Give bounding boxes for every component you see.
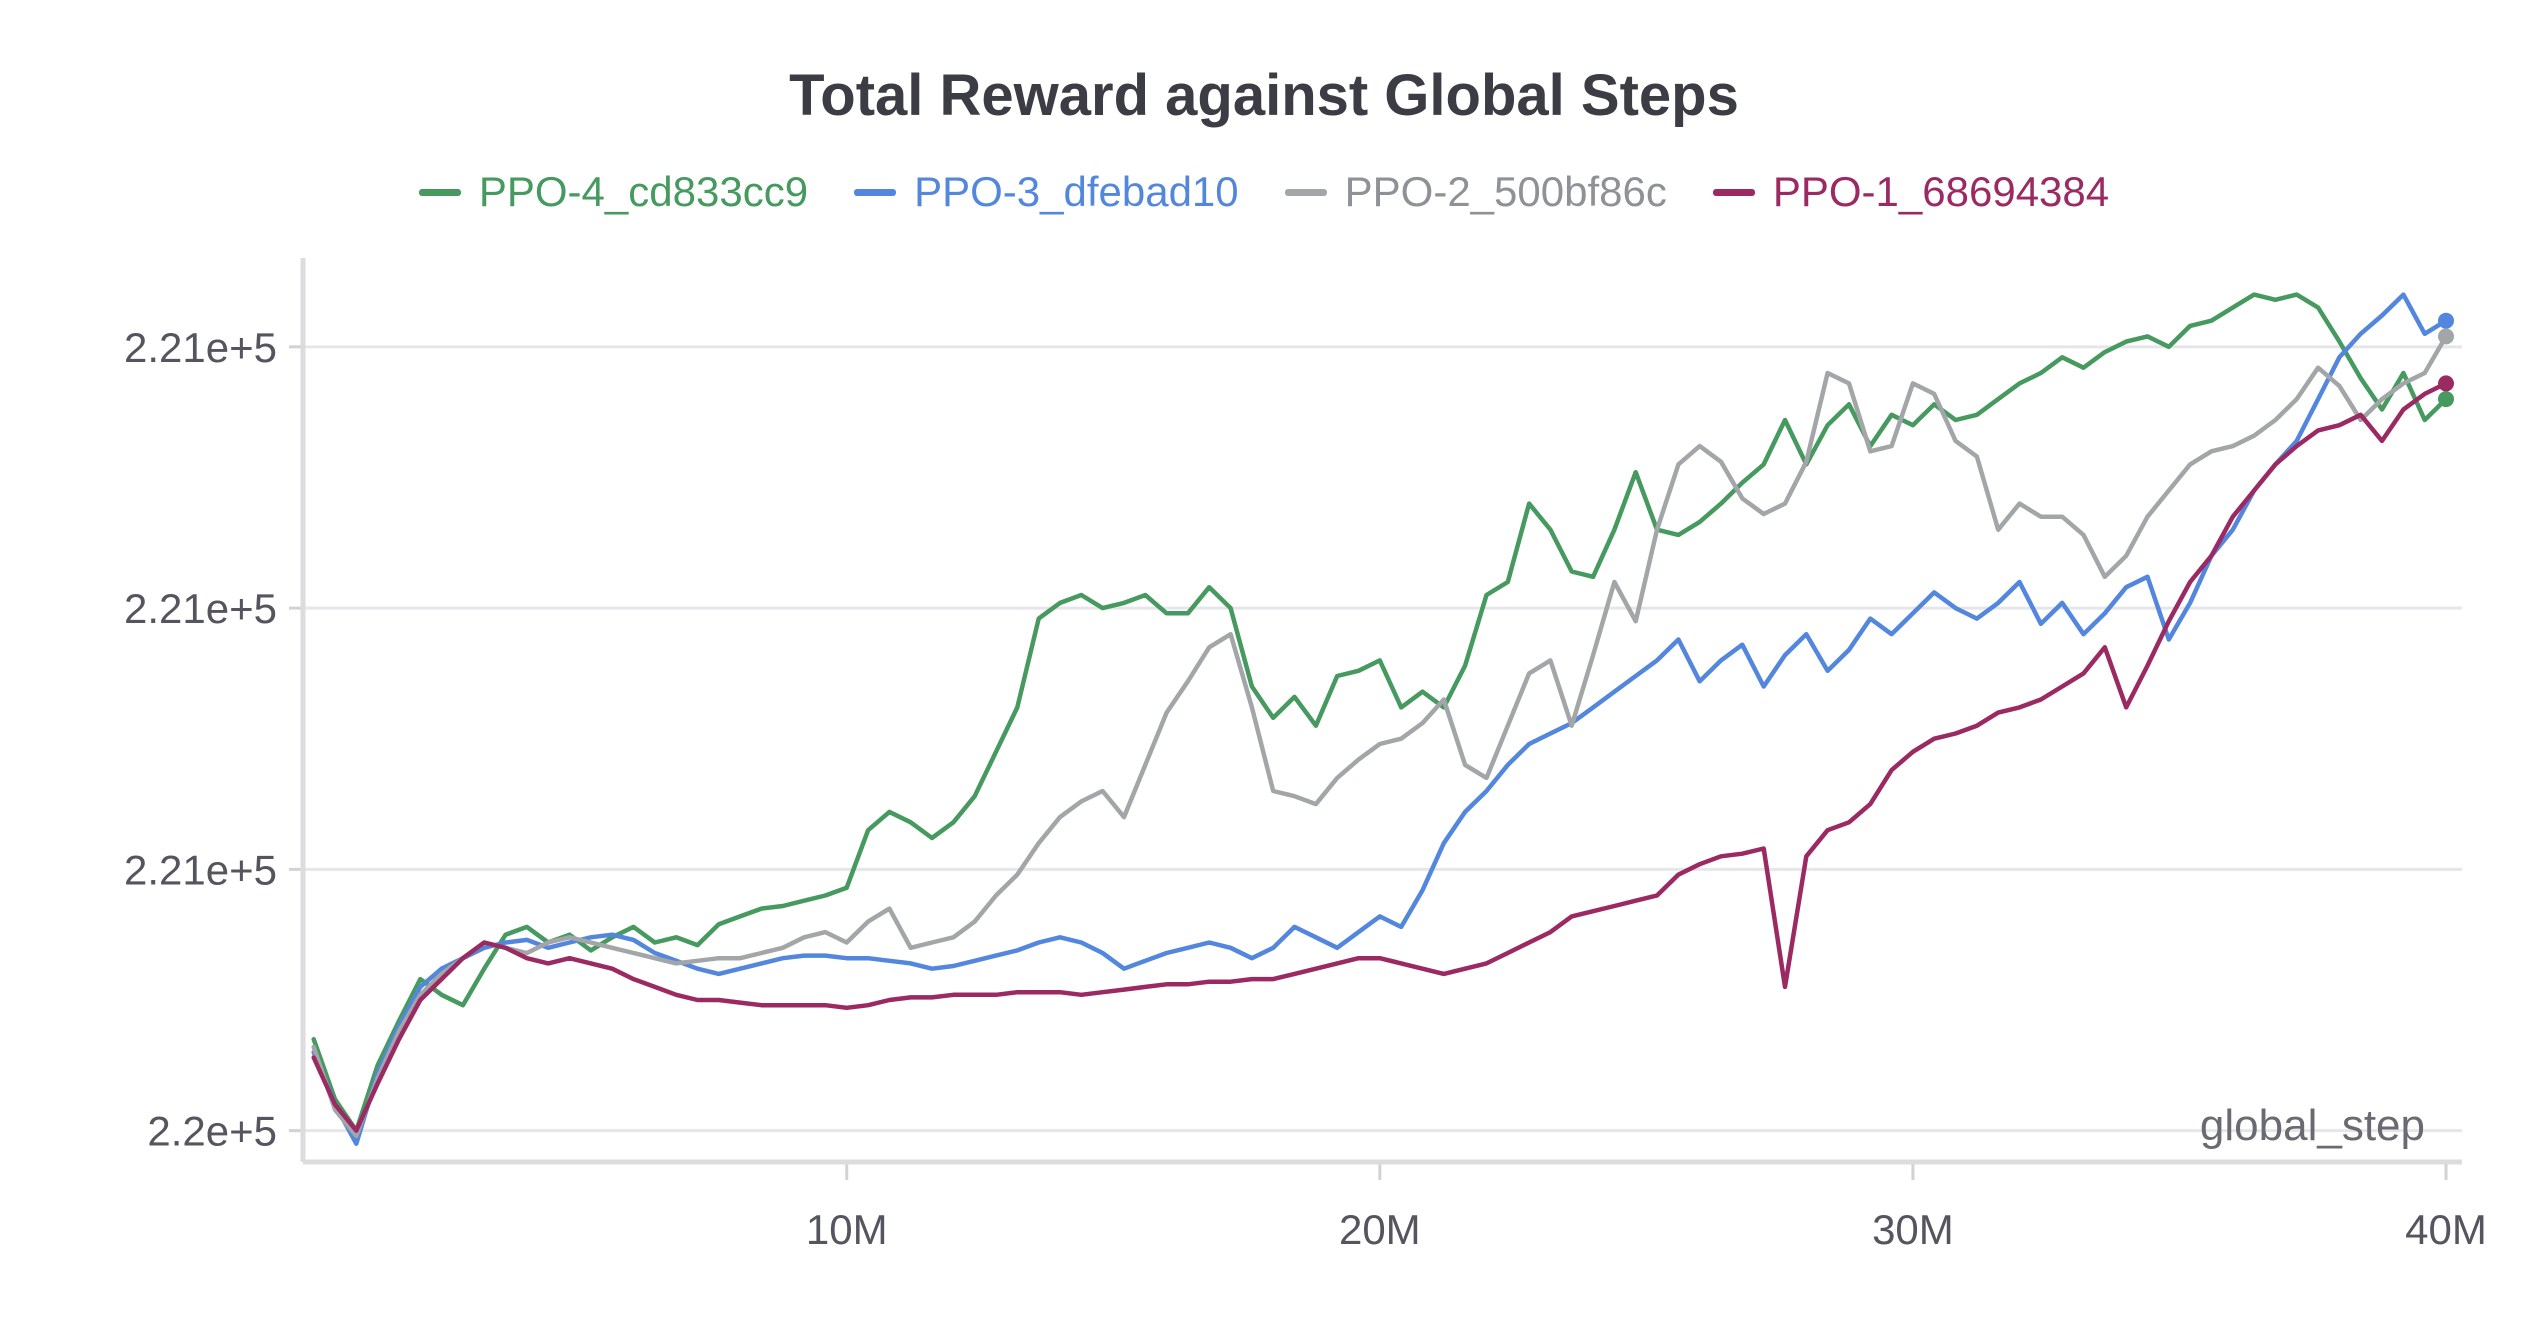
legend-swatch-ppo-1 xyxy=(1712,188,1755,196)
y-tick-label: 2.21e+5 xyxy=(124,846,277,893)
legend-item-ppo-2[interactable]: PPO-2_500bf86c xyxy=(1284,168,1667,216)
series-lines xyxy=(311,292,2455,1146)
legend-item-ppo-3[interactable]: PPO-3_dfebad10 xyxy=(854,168,1239,216)
x-tick-label: 20M xyxy=(1339,1206,1421,1253)
legend-swatch-ppo-3 xyxy=(854,188,897,196)
series-endpoint-PPO-1_68694384 xyxy=(2438,375,2455,392)
x-tick-label: 10M xyxy=(806,1206,888,1253)
series-endpoint-PPO-3_dfebad10 xyxy=(2438,312,2455,329)
legend-label-ppo-3: PPO-3_dfebad10 xyxy=(914,168,1239,215)
legend-swatch-ppo-4 xyxy=(418,188,461,196)
grid xyxy=(303,345,2462,1133)
legend-label-ppo-4: PPO-4_cd833cc9 xyxy=(478,168,809,215)
series-line-PPO-4_cd833cc9 xyxy=(311,292,2449,1133)
series-line-PPO-1_68694384 xyxy=(311,381,2449,1133)
x-axis-label: global_step xyxy=(2200,1101,2425,1150)
x-tick-label: 30M xyxy=(1872,1206,1954,1253)
x-tick-label: 40M xyxy=(2405,1206,2487,1253)
series-endpoint-PPO-4_cd833cc9 xyxy=(2438,391,2455,408)
legend-label-ppo-2: PPO-2_500bf86c xyxy=(1344,168,1667,215)
y-tick-label: 2.21e+5 xyxy=(124,324,277,371)
series-endpoint-PPO-2_500bf86c xyxy=(2438,328,2455,345)
legend-swatch-ppo-2 xyxy=(1284,188,1327,196)
legend-item-ppo-1[interactable]: PPO-1_68694384 xyxy=(1712,168,2110,216)
legend-label-ppo-1: PPO-1_68694384 xyxy=(1772,168,2110,215)
y-tick-label: 2.21e+5 xyxy=(124,585,277,632)
legend-item-ppo-4[interactable]: PPO-4_cd833cc9 xyxy=(418,168,809,216)
y-tick-label: 2.2e+5 xyxy=(147,1108,277,1155)
chart-title: Total Reward against Global Steps xyxy=(789,63,1739,128)
legend: PPO-4_cd833cc9 PPO-3_dfebad10 PPO-2_500b… xyxy=(0,168,2528,216)
axes xyxy=(289,258,2462,1180)
series-line-PPO-2_500bf86c xyxy=(311,334,2449,1139)
series-line-PPO-3_dfebad10 xyxy=(311,292,2449,1146)
tick-labels: 2.2e+5 2.21e+5 2.21e+5 2.21e+5 10M 20M 30M 40M xyxy=(124,324,2487,1253)
